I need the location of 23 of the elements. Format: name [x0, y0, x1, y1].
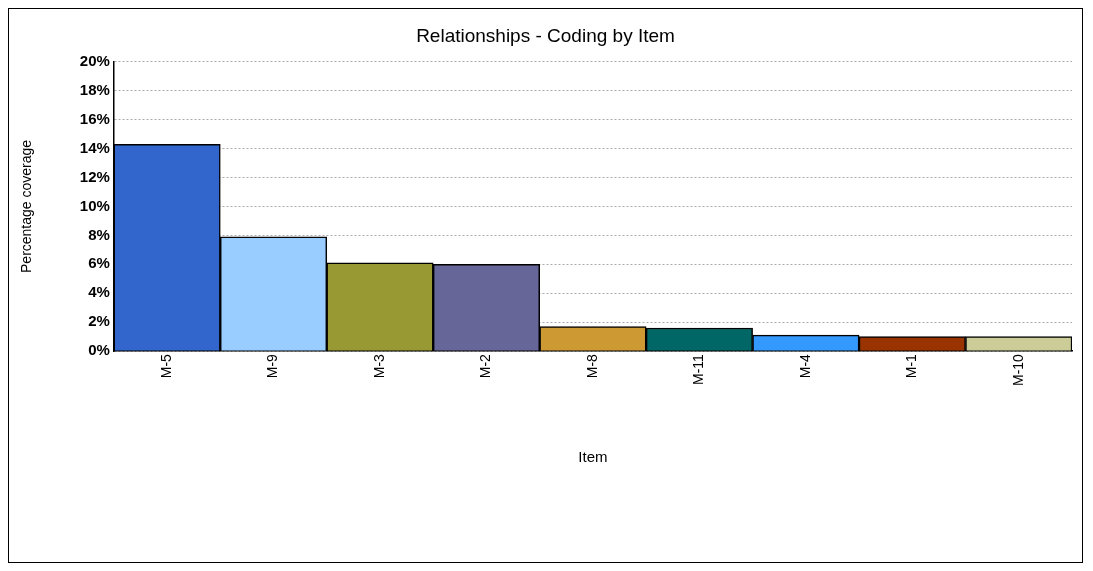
x-tick-label: M-2: [477, 353, 494, 379]
x-tick-label: M-4: [796, 353, 813, 379]
y-axis-title: Percentage coverage: [18, 139, 35, 273]
x-axis-title: Item: [578, 448, 608, 466]
x-tick-label: M-1: [903, 353, 920, 379]
y-tick-label: 16%: [79, 109, 110, 127]
x-tick-label: M-8: [583, 353, 600, 379]
y-tick-label: 20%: [79, 51, 110, 69]
y-tick-label: 6%: [88, 254, 110, 272]
y-tick-label: 0%: [88, 341, 110, 359]
y-tick-label: 18%: [79, 80, 110, 98]
y-tick-label: 4%: [88, 283, 110, 301]
y-tick-label: 14%: [79, 138, 110, 156]
x-tick-label: M-3: [370, 353, 387, 379]
y-tick-label: 2%: [88, 312, 110, 330]
y-tick-label: 10%: [79, 196, 110, 214]
x-tick-label: M-5: [157, 353, 174, 379]
y-tick-label: 8%: [88, 225, 110, 243]
chart-title: Relationships - Coding by Item: [416, 24, 675, 46]
x-tick-label: M-10: [1009, 353, 1026, 387]
y-tick-label: 12%: [79, 167, 110, 185]
x-tick-label: M-11: [690, 353, 707, 385]
x-tick-label: M-9: [264, 353, 281, 379]
